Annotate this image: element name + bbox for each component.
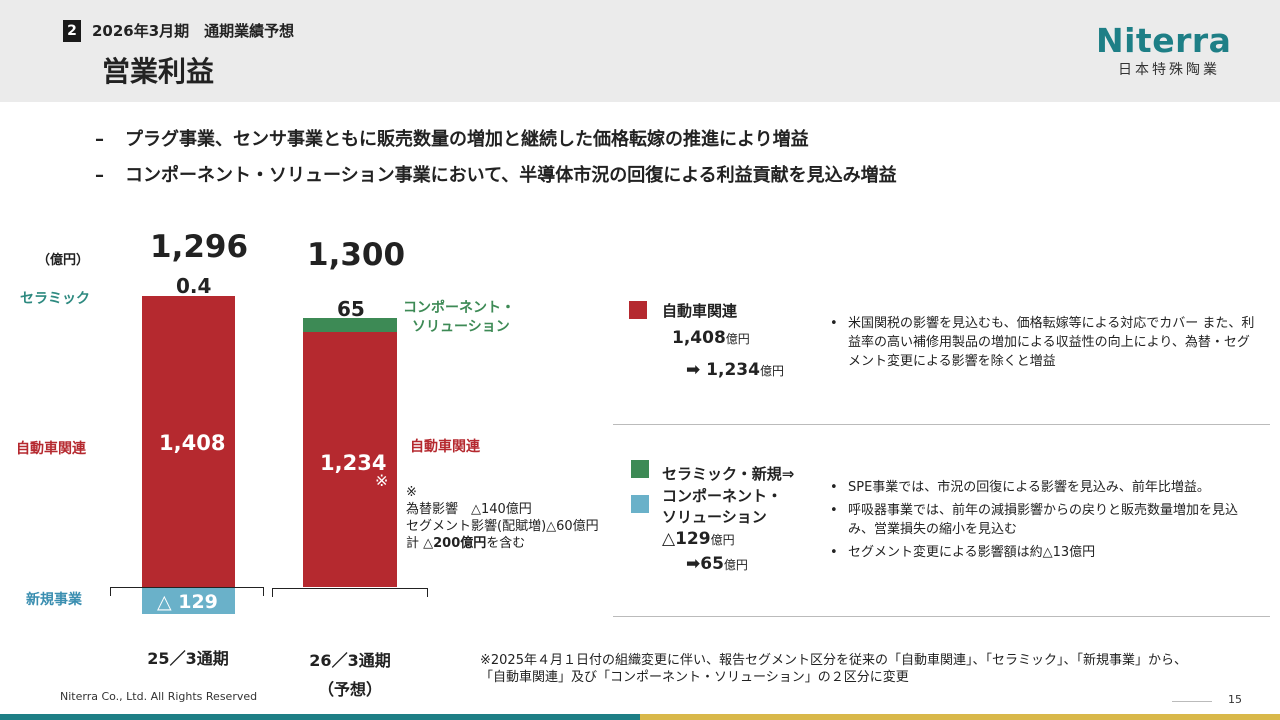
- bar-auto-25: [142, 295, 235, 587]
- panel-auto-to: ➡ 1,234億円: [686, 360, 784, 380]
- logo-wordmark: Niterra: [1096, 21, 1232, 60]
- note-mark: ※: [375, 471, 389, 490]
- baseline-bracket-2: [272, 588, 428, 597]
- fx-note-line3: 計 △200億円を含む: [406, 536, 526, 551]
- bullet-item: – コンポーネント・ソリューション事業において、半導体市況の回復による利益貢献を見…: [95, 163, 897, 189]
- panel-component-note: セグメント変更による影響額は約△13億円: [826, 543, 1256, 562]
- segment-label-ceramic: セラミック: [20, 291, 90, 307]
- fx-impact-note: ※ 為替影響 △140億円 セグメント影響(配賦増)△60億円 計 △200億円…: [406, 484, 599, 552]
- footer-accent-bar: [0, 714, 640, 720]
- footer-accent-bar-gold: [640, 714, 1280, 720]
- bar-component-26: [303, 318, 397, 332]
- panel-component-note: 呼吸器事業では、前年の減損影響からの戻りと販売数量増加を見込み、営業損失の縮小を…: [826, 501, 1256, 539]
- logo-subtitle: 日本特殊陶業: [1118, 62, 1220, 78]
- fx-note-line1: 為替影響 △140億円: [406, 502, 532, 517]
- x-label-26: 26／3通期: [309, 651, 391, 670]
- panel-auto-from: 1,408億円: [672, 328, 750, 348]
- panel-auto-title: 自動車関連: [662, 302, 738, 320]
- segment-label-component-2: ソリューション: [412, 319, 510, 335]
- section-title: 2026年3月期 通期業績予想: [92, 22, 295, 40]
- arrow-right-icon: ➡: [686, 554, 701, 574]
- chart-unit: （億円）: [37, 253, 90, 268]
- data-label-auto-25: 1,408: [159, 431, 226, 455]
- segment-label-component-1: コンポーネント・: [403, 300, 515, 316]
- legend-swatch-component: [631, 460, 649, 478]
- bar-new-business-25: [142, 587, 235, 614]
- bar-total-1: 1,296: [150, 229, 249, 265]
- page-number-rule: [1172, 701, 1212, 702]
- fx-note-mark: ※: [406, 485, 417, 500]
- segment-label-auto-left: 自動車関連: [16, 441, 86, 457]
- page-title: 営業利益: [102, 55, 215, 88]
- legend-swatch-new-business: [631, 495, 649, 513]
- data-label-component: 65: [337, 297, 365, 321]
- panel-component-note: SPE事業では、市況の回復による影響を見込み、前年比増益。: [826, 478, 1256, 497]
- company-logo: Niterra 日本特殊陶業: [1096, 22, 1246, 84]
- data-label-ceramic: 0.4: [176, 274, 212, 298]
- panel-component-notes: SPE事業では、市況の回復による影響を見込み、前年比増益。 呼吸器事業では、前年…: [826, 478, 1256, 566]
- legend-swatch-auto: [629, 301, 647, 319]
- section-number: 2: [63, 20, 81, 42]
- header: 2 2026年3月期 通期業績予想 営業利益 Niterra 日本特殊陶業: [0, 0, 1280, 102]
- baseline-bracket-1: [110, 587, 264, 596]
- x-label-25: 25／3通期: [147, 649, 229, 668]
- data-label-auto-26: 1,234: [320, 451, 387, 475]
- segment-label-new-business: 新規事業: [26, 592, 82, 608]
- bar-auto-26: [303, 331, 397, 587]
- arrow-right-icon: ➡: [686, 360, 701, 380]
- bullet-dash: –: [95, 165, 104, 186]
- fx-note-line2: セグメント影響(配賦増)△60億円: [406, 519, 599, 534]
- bullet-text: プラグ事業、センサ事業ともに販売数量の増加と継続した価格転嫁の推進により増益: [125, 129, 809, 150]
- bullet-dash: –: [95, 129, 104, 150]
- copyright: Niterra Co., Ltd. All Rights Reserved: [60, 690, 258, 703]
- divider: [613, 424, 1270, 425]
- panel-component-to: ➡65億円: [686, 554, 748, 574]
- panel-component-title-1: セラミック・新規⇒: [662, 465, 795, 483]
- panel-auto-notes: 米国関税の影響を見込むも、価格転嫁等による対応でカバー また、利益率の高い補修用…: [826, 314, 1256, 375]
- bullet-text: コンポーネント・ソリューション事業において、半導体市況の回復による利益貢献を見込…: [125, 165, 897, 186]
- panel-component-title-2: コンポーネント・: [662, 487, 783, 505]
- divider: [613, 616, 1270, 617]
- bullet-item: – プラグ事業、センサ事業ともに販売数量の増加と継続した価格転嫁の推進により増益: [95, 127, 809, 153]
- x-label-26-forecast: （予想）: [317, 680, 382, 699]
- page-number: 15: [1228, 693, 1242, 706]
- segment-label-auto-right: 自動車関連: [410, 439, 480, 455]
- panel-component-title-3: ソリューション: [662, 508, 767, 526]
- panel-auto-note: 米国関税の影響を見込むも、価格転嫁等による対応でカバー また、利益率の高い補修用…: [826, 314, 1256, 371]
- bar-total-2: 1,300: [307, 237, 406, 273]
- segment-change-footnote: ※2025年４月１日付の組織変更に伴い、報告セグメント区分を従来の「自動車関連」…: [480, 653, 1187, 685]
- data-label-new-business: △ 129: [157, 591, 218, 613]
- panel-component-from: △129億円: [662, 529, 735, 549]
